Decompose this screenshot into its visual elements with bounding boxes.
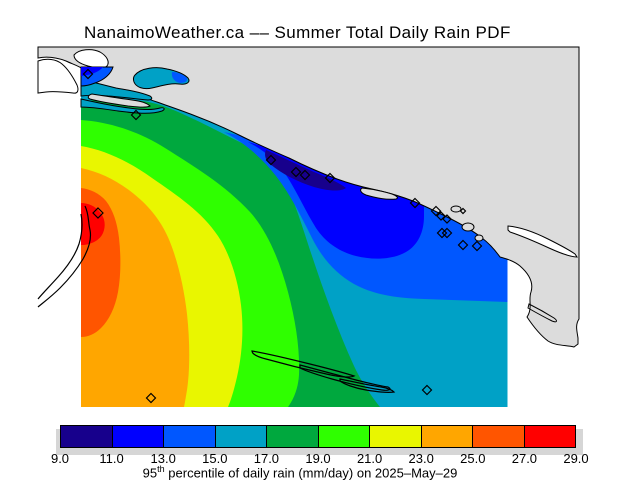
colorbar-caption: 95th percentile of daily rain (mm/day) o… bbox=[143, 464, 458, 480]
station-markers bbox=[82, 68, 483, 404]
colorbar-tick: 25.0 bbox=[460, 451, 486, 466]
caption-number: 95 bbox=[142, 465, 158, 480]
gulf-island-outline bbox=[339, 378, 396, 393]
colorbar-tick: 11.0 bbox=[99, 451, 124, 466]
colorbar-segment bbox=[267, 426, 319, 447]
station-diamond-marker bbox=[290, 166, 302, 178]
island-west-coastline-inner bbox=[37, 213, 83, 300]
station-diamond-marker bbox=[145, 392, 157, 404]
inlet-white-lobe bbox=[73, 49, 109, 69]
colorbar-tick: 17.0 bbox=[253, 451, 280, 466]
station-diamond-marker bbox=[442, 214, 452, 224]
colorbar-tick: 29.0 bbox=[563, 451, 589, 466]
colorbar-tick: 23.0 bbox=[408, 451, 434, 466]
station-diamond-marker bbox=[459, 207, 467, 215]
islet bbox=[461, 222, 475, 232]
islet bbox=[474, 234, 484, 242]
colorbar-tick: 19.0 bbox=[305, 451, 331, 466]
station-diamond-marker bbox=[324, 172, 336, 184]
colorbar-tick: 9.0 bbox=[50, 451, 70, 466]
station-diamond-marker bbox=[299, 169, 311, 181]
colorbar-segment bbox=[370, 426, 422, 447]
inlet-arm-lower bbox=[80, 98, 165, 114]
bay-blue-tip bbox=[171, 72, 188, 83]
station-diamond-marker bbox=[436, 227, 448, 239]
colorbar-segment bbox=[61, 426, 113, 447]
colorbar bbox=[60, 425, 576, 448]
caption-superscript: th bbox=[157, 464, 165, 474]
station-diamond-marker bbox=[130, 109, 142, 121]
channel-white bbox=[37, 58, 79, 94]
plot-title: NanaimoWeather.ca –– Summer Total Daily … bbox=[84, 23, 511, 42]
station-diamond-marker bbox=[457, 239, 469, 251]
inlet-tongue-land bbox=[87, 93, 151, 108]
station-diamond-marker bbox=[421, 384, 433, 396]
inlet-hook-outline bbox=[527, 303, 557, 323]
station-diamond-marker bbox=[441, 227, 453, 239]
colorbar-segment bbox=[524, 426, 575, 447]
islet bbox=[450, 205, 462, 213]
island-west-coastline bbox=[37, 205, 92, 308]
colorbar-segment bbox=[318, 426, 370, 447]
station-diamond-marker bbox=[471, 240, 483, 252]
station-diamond-marker bbox=[430, 205, 442, 217]
colorbar-segment bbox=[473, 426, 525, 447]
station-diamond-marker bbox=[265, 154, 277, 166]
station-diamond-marker bbox=[409, 197, 421, 209]
colorbar-tick: 15.0 bbox=[202, 451, 228, 466]
texada-island-outline bbox=[507, 225, 578, 258]
station-diamond-marker bbox=[82, 68, 94, 80]
caption-text: percentile of daily rain (mm/day) on 202… bbox=[164, 465, 458, 480]
colorbar-segment bbox=[215, 426, 267, 447]
coastal-spit bbox=[360, 187, 398, 200]
colorbar-segment bbox=[421, 426, 473, 447]
colorbar-segment bbox=[112, 426, 164, 447]
colorbar-tick: 27.0 bbox=[511, 451, 538, 466]
colorbar-tick: 21.0 bbox=[356, 451, 383, 466]
inlet-patch-11-13 bbox=[81, 67, 103, 76]
colorbar-segment bbox=[164, 426, 216, 447]
colorbar-tick: 13.0 bbox=[150, 451, 176, 466]
station-diamond-marker bbox=[436, 211, 446, 221]
gulf-island-outline bbox=[299, 364, 391, 391]
station-diamond-marker bbox=[92, 207, 104, 219]
